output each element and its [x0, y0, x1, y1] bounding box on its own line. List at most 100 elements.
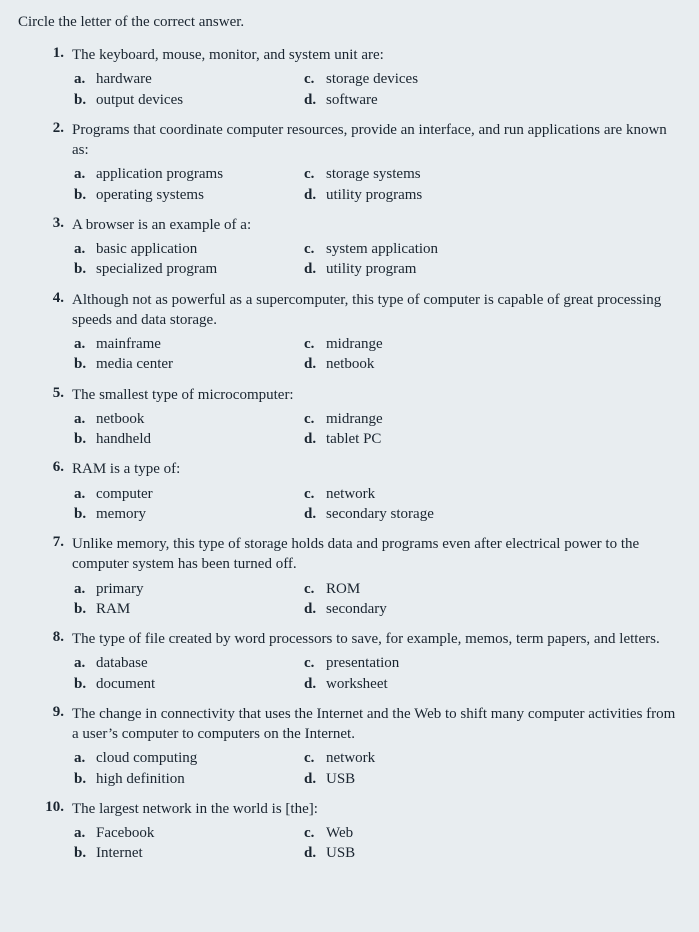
option-text: Facebook — [96, 823, 304, 843]
option-b[interactable]: b.Internet — [74, 843, 304, 863]
option-a[interactable]: a.hardware — [74, 69, 304, 89]
option-c[interactable]: c.midrange — [304, 409, 534, 429]
question-text: The largest network in the world is [the… — [72, 799, 681, 819]
option-text: utility program — [326, 259, 534, 279]
option-c[interactable]: c.network — [304, 748, 534, 768]
option-b[interactable]: b.operating systems — [74, 185, 304, 205]
option-text: Internet — [96, 843, 304, 863]
option-a[interactable]: a.computer — [74, 484, 304, 504]
options: a.primaryb.RAMc.ROMd.secondary — [72, 579, 681, 620]
option-d[interactable]: d.software — [304, 90, 534, 110]
option-a[interactable]: a.Facebook — [74, 823, 304, 843]
option-c[interactable]: c.ROM — [304, 579, 534, 599]
option-d[interactable]: d.netbook — [304, 354, 534, 374]
option-text: software — [326, 90, 534, 110]
question-number: 3. — [26, 215, 72, 280]
option-text: ROM — [326, 579, 534, 599]
options-column: a.Facebookb.Internet — [74, 823, 304, 864]
option-d[interactable]: d.tablet PC — [304, 429, 534, 449]
question-body: Unlike memory, this type of storage hold… — [72, 534, 681, 619]
option-d[interactable]: d.USB — [304, 843, 534, 863]
options-column: c.midranged.netbook — [304, 334, 534, 375]
option-b[interactable]: b.high definition — [74, 769, 304, 789]
option-d[interactable]: d.utility program — [304, 259, 534, 279]
option-text: primary — [96, 579, 304, 599]
options-column: c.presentationd.worksheet — [304, 653, 534, 694]
option-label: d. — [304, 504, 326, 524]
option-text: high definition — [96, 769, 304, 789]
option-label: d. — [304, 599, 326, 619]
question-number: 4. — [26, 290, 72, 375]
option-text: RAM — [96, 599, 304, 619]
option-text: secondary — [326, 599, 534, 619]
option-c[interactable]: c.midrange — [304, 334, 534, 354]
options-column: c.midranged.tablet PC — [304, 409, 534, 450]
question-text: A browser is an example of a: — [72, 215, 681, 235]
option-a[interactable]: a.cloud computing — [74, 748, 304, 768]
options-column: a.hardwareb.output devices — [74, 69, 304, 110]
options: a.computerb.memoryc.networkd.secondary s… — [72, 484, 681, 525]
option-b[interactable]: b.media center — [74, 354, 304, 374]
question-body: The smallest type of microcomputer:a.net… — [72, 385, 681, 450]
option-text: USB — [326, 769, 534, 789]
question-number: 2. — [26, 120, 72, 205]
question-text: The type of file created by word process… — [72, 629, 681, 649]
option-label: b. — [74, 90, 96, 110]
option-c[interactable]: c.system application — [304, 239, 534, 259]
option-text: storage systems — [326, 164, 534, 184]
option-b[interactable]: b.document — [74, 674, 304, 694]
option-c[interactable]: c.Web — [304, 823, 534, 843]
options-column: a.netbookb.handheld — [74, 409, 304, 450]
question: 4.Although not as powerful as a supercom… — [26, 290, 681, 375]
question-text: The change in connectivity that uses the… — [72, 704, 681, 745]
option-label: d. — [304, 185, 326, 205]
option-label: c. — [304, 409, 326, 429]
options-column: c.storage systemsd.utility programs — [304, 164, 534, 205]
option-c[interactable]: c.storage systems — [304, 164, 534, 184]
option-c[interactable]: c.network — [304, 484, 534, 504]
option-a[interactable]: a.netbook — [74, 409, 304, 429]
option-text: hardware — [96, 69, 304, 89]
option-text: network — [326, 748, 534, 768]
option-text: system application — [326, 239, 534, 259]
instructions-text: Circle the letter of the correct answer. — [18, 14, 681, 31]
option-text: basic application — [96, 239, 304, 259]
option-a[interactable]: a.database — [74, 653, 304, 673]
option-b[interactable]: b.specialized program — [74, 259, 304, 279]
option-a[interactable]: a.application programs — [74, 164, 304, 184]
question-number: 10. — [26, 799, 72, 864]
option-label: d. — [304, 354, 326, 374]
option-d[interactable]: d.secondary — [304, 599, 534, 619]
option-a[interactable]: a.mainframe — [74, 334, 304, 354]
option-a[interactable]: a.primary — [74, 579, 304, 599]
question-text: The keyboard, mouse, monitor, and system… — [72, 45, 681, 65]
option-label: a. — [74, 334, 96, 354]
options-column: a.application programsb.operating system… — [74, 164, 304, 205]
option-label: b. — [74, 769, 96, 789]
option-b[interactable]: b.RAM — [74, 599, 304, 619]
option-label: a. — [74, 164, 96, 184]
option-d[interactable]: d.worksheet — [304, 674, 534, 694]
option-label: b. — [74, 354, 96, 374]
option-b[interactable]: b.output devices — [74, 90, 304, 110]
option-text: netbook — [96, 409, 304, 429]
option-c[interactable]: c.storage devices — [304, 69, 534, 89]
option-label: a. — [74, 239, 96, 259]
option-d[interactable]: d.USB — [304, 769, 534, 789]
option-b[interactable]: b.memory — [74, 504, 304, 524]
option-label: c. — [304, 164, 326, 184]
question-body: The keyboard, mouse, monitor, and system… — [72, 45, 681, 110]
option-b[interactable]: b.handheld — [74, 429, 304, 449]
question: 6.RAM is a type of:a.computerb.memoryc.n… — [26, 459, 681, 524]
option-text: specialized program — [96, 259, 304, 279]
options: a.netbookb.handheldc.midranged.tablet PC — [72, 409, 681, 450]
option-a[interactable]: a.basic application — [74, 239, 304, 259]
options-column: a.primaryb.RAM — [74, 579, 304, 620]
option-d[interactable]: d.secondary storage — [304, 504, 534, 524]
option-c[interactable]: c.presentation — [304, 653, 534, 673]
option-label: d. — [304, 843, 326, 863]
option-label: b. — [74, 843, 96, 863]
option-d[interactable]: d.utility programs — [304, 185, 534, 205]
option-text: Web — [326, 823, 534, 843]
option-text: secondary storage — [326, 504, 534, 524]
